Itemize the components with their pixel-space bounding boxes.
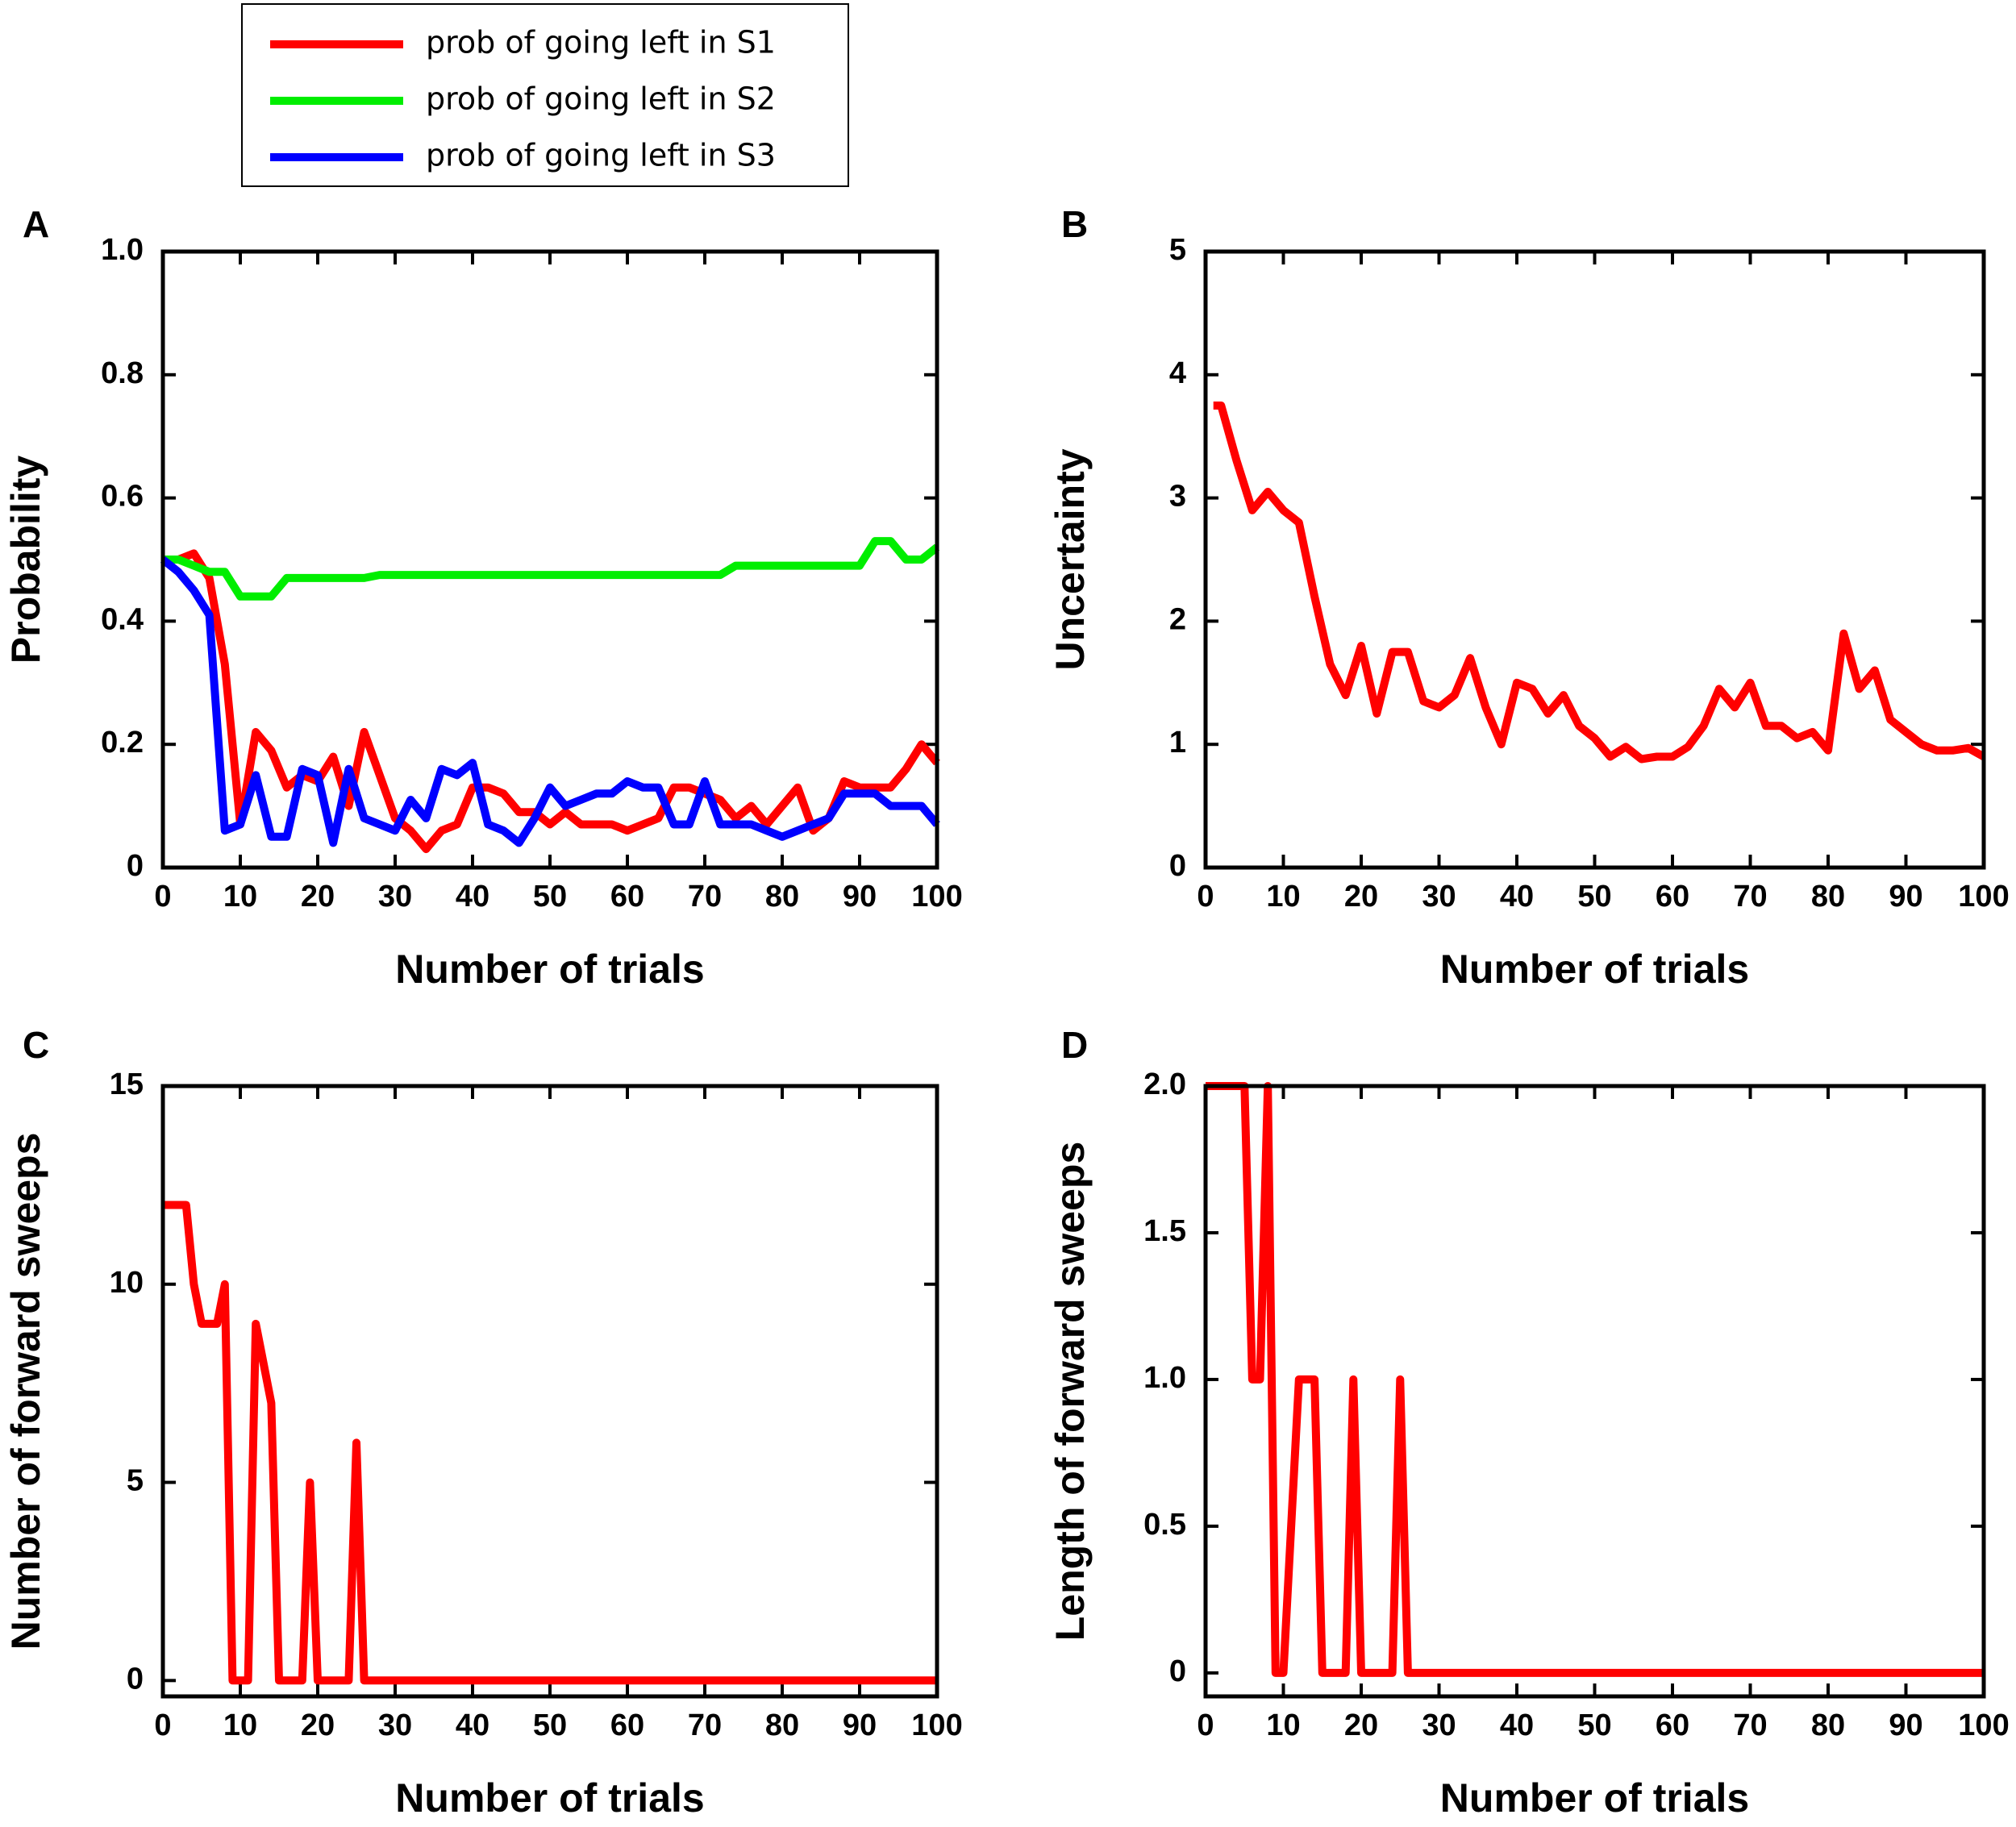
y-axis-label: Uncertainty <box>1048 448 1093 670</box>
x-tick-label: 70 <box>1733 1708 1767 1742</box>
y-tick-label: 0 <box>1169 849 1186 883</box>
data-line <box>1206 1082 1984 1677</box>
x-tick-label: 10 <box>223 880 257 914</box>
x-tick-label: 60 <box>610 1708 644 1742</box>
y-tick-label: 0.5 <box>1143 1508 1186 1542</box>
x-tick-label: 30 <box>1422 1708 1456 1742</box>
x-tick-label: 0 <box>154 880 171 914</box>
y-tick-label: 0.4 <box>101 602 144 636</box>
y-tick-label: 1.0 <box>101 233 144 267</box>
x-axis-label: Number of trials <box>395 1775 704 1821</box>
x-tick-label: 40 <box>456 1708 489 1742</box>
x-tick-label: 30 <box>378 880 412 914</box>
y-axis-label: Probability <box>3 456 48 664</box>
x-tick-label: 60 <box>1656 880 1689 914</box>
panel-label: B <box>1061 203 1088 245</box>
x-tick-label: 0 <box>1197 1708 1214 1742</box>
x-tick-label: 20 <box>301 880 335 914</box>
y-tick-label: 5 <box>127 1464 144 1498</box>
x-tick-label: 60 <box>1656 1708 1689 1742</box>
x-tick-label: 20 <box>1344 1708 1378 1742</box>
panel-label: A <box>23 203 49 245</box>
x-tick-label: 50 <box>1577 1708 1611 1742</box>
data-line <box>1213 402 1986 764</box>
x-tick-label: 100 <box>911 880 962 914</box>
x-tick-label: 0 <box>1197 880 1214 914</box>
x-axis-label: Number of trials <box>1440 1775 1749 1821</box>
y-tick-label: 0.8 <box>101 356 144 390</box>
x-axis-label: Number of trials <box>1440 947 1749 992</box>
x-tick-label: 90 <box>843 1708 877 1742</box>
x-tick-label: 100 <box>1958 880 2009 914</box>
y-axis-label: Length of forward sweeps <box>1048 1142 1093 1642</box>
panel-label: D <box>1061 1024 1088 1066</box>
plot-frame <box>1203 1084 1986 1699</box>
y-tick-label: 0 <box>127 1662 144 1696</box>
x-tick-label: 10 <box>1266 1708 1300 1742</box>
y-tick-label: 5 <box>1169 233 1186 267</box>
x-tick-label: 20 <box>1344 880 1378 914</box>
x-tick-label: 50 <box>1577 880 1611 914</box>
y-tick-label: 3 <box>1169 480 1186 514</box>
plot-frame <box>160 1084 939 1699</box>
x-tick-label: 80 <box>1811 1708 1845 1742</box>
data-line <box>163 1201 937 1685</box>
y-tick-label: 1.0 <box>1143 1361 1186 1395</box>
x-axis-label: Number of trials <box>395 947 704 992</box>
y-tick-label: 1 <box>1169 726 1186 760</box>
y-tick-label: 2 <box>1169 602 1186 636</box>
x-tick-label: 10 <box>223 1708 257 1742</box>
y-tick-label: 0 <box>1169 1654 1186 1688</box>
x-tick-label: 70 <box>1733 880 1767 914</box>
x-tick-label: 30 <box>378 1708 412 1742</box>
legend-label: prob of going left in S1 <box>426 25 776 60</box>
x-tick-label: 10 <box>1266 880 1300 914</box>
x-tick-label: 80 <box>1811 880 1845 914</box>
data-line <box>160 556 940 847</box>
x-tick-label: 100 <box>1958 1708 2009 1742</box>
x-tick-label: 40 <box>456 880 489 914</box>
x-tick-label: 30 <box>1422 880 1456 914</box>
y-tick-label: 4 <box>1169 356 1186 390</box>
data-line <box>163 537 940 601</box>
plot-frame <box>1203 249 1986 870</box>
x-tick-label: 60 <box>610 880 644 914</box>
plot-frame <box>160 249 939 870</box>
y-tick-label: 2.0 <box>1143 1067 1186 1101</box>
x-tick-label: 90 <box>1889 880 1922 914</box>
x-tick-label: 80 <box>765 1708 799 1742</box>
y-tick-label: 0.2 <box>101 726 144 760</box>
x-tick-label: 90 <box>1889 1708 1922 1742</box>
x-tick-label: 0 <box>154 1708 171 1742</box>
x-tick-label: 20 <box>301 1708 335 1742</box>
x-tick-label: 40 <box>1500 1708 1534 1742</box>
y-tick-label: 10 <box>110 1266 144 1300</box>
x-tick-label: 70 <box>688 880 722 914</box>
y-tick-label: 1.5 <box>1143 1214 1186 1248</box>
x-tick-label: 50 <box>533 1708 567 1742</box>
x-tick-label: 40 <box>1500 880 1534 914</box>
x-tick-label: 100 <box>911 1708 962 1742</box>
panel-label: C <box>23 1024 49 1066</box>
x-tick-label: 80 <box>765 880 799 914</box>
y-tick-label: 0.6 <box>101 480 144 514</box>
legend-label: prob of going left in S3 <box>426 138 776 173</box>
data-line <box>163 549 940 854</box>
y-tick-label: 0 <box>127 849 144 883</box>
y-axis-label: Number of forward sweeps <box>3 1133 48 1650</box>
legend-label: prob of going left in S2 <box>426 81 776 117</box>
y-tick-label: 15 <box>110 1067 144 1101</box>
x-tick-label: 50 <box>533 880 567 914</box>
x-tick-label: 90 <box>843 880 877 914</box>
x-tick-label: 70 <box>688 1708 722 1742</box>
